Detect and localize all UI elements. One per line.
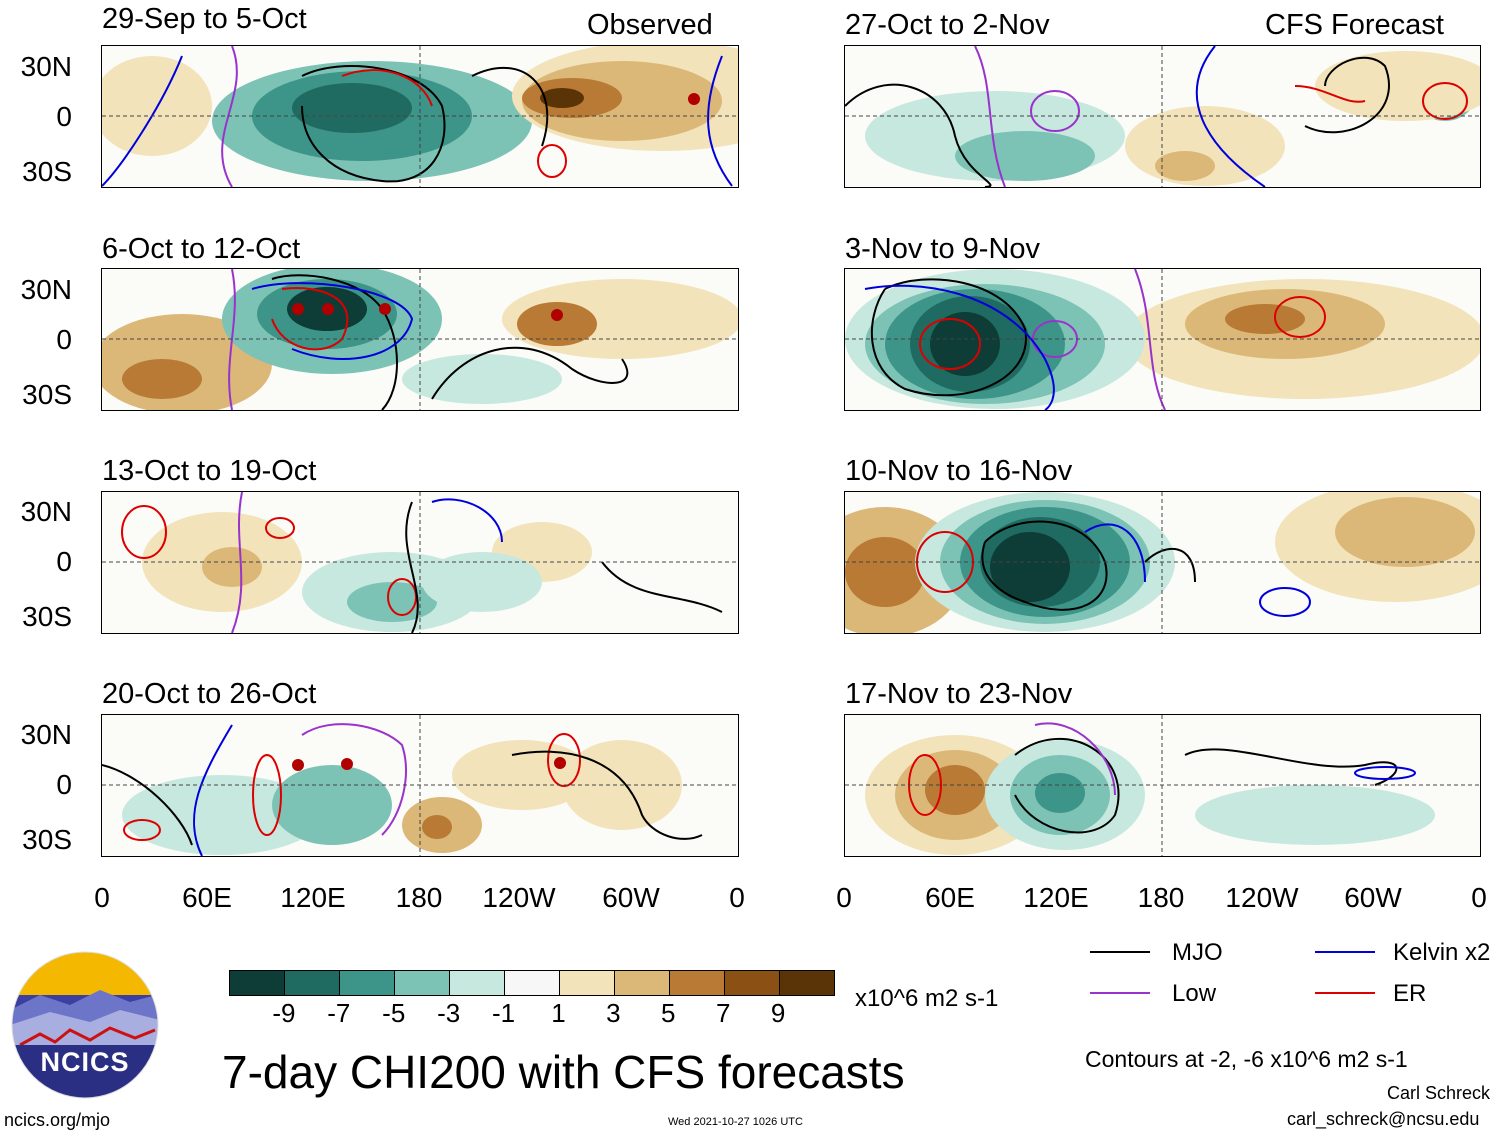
panel-title: 27-Oct to 2-Nov (845, 9, 1050, 41)
legend-line-er (1315, 992, 1375, 994)
lat-label: 0 (56, 769, 72, 800)
lon-label: 0 (94, 882, 110, 913)
colorbar-tick-label: -1 (491, 998, 516, 1028)
colorbar-tick-label: -7 (327, 998, 351, 1028)
footer-author: Carl Schreck (1387, 1083, 1491, 1103)
lon-label: 120W (482, 882, 556, 913)
lat-label: 30S (22, 824, 72, 855)
lat-label: 30N (20, 719, 72, 750)
colorbar-tick-label: 9 (770, 998, 786, 1028)
colorbar-tick-label: 1 (551, 998, 566, 1028)
map-panel-forecast-3 (844, 491, 1481, 634)
lat-label: 0 (56, 324, 72, 355)
colorbar-swatch (394, 971, 449, 995)
lon-label: 120E (1023, 882, 1089, 913)
lon-label: 60E (925, 882, 975, 913)
lat-label: 30S (22, 156, 72, 187)
colorbar-swatch (504, 971, 559, 995)
colorbar-units: x10^6 m2 s-1 (855, 985, 999, 1012)
lon-label: 60W (602, 882, 660, 913)
map-panel-observed-1 (101, 45, 739, 188)
colorbar-tick-label: 3 (606, 998, 621, 1028)
footer-email[interactable]: carl_schreck@ncsu.edu (1287, 1109, 1480, 1129)
lat-label: 30N (20, 496, 72, 527)
legend-label-mjo: MJO (1172, 939, 1223, 966)
observed-header: Observed (587, 9, 713, 41)
colorbar-swatch (230, 971, 284, 995)
colorbar-swatch (614, 971, 669, 995)
panel-title: 13-Oct to 19-Oct (102, 455, 317, 487)
colorbar-tick-label: 7 (715, 998, 731, 1028)
panel-title: 20-Oct to 26-Oct (102, 678, 317, 710)
colorbar-swatch (449, 971, 504, 995)
logo-text: NCICS (40, 1047, 130, 1077)
panel-title: 10-Nov to 16-Nov (845, 455, 1073, 487)
colorbar-tick-label: -3 (437, 998, 461, 1028)
map-panel-forecast-1 (844, 45, 1481, 188)
legend-label-kelvin: Kelvin x2 (1393, 939, 1491, 966)
lon-label: 60W (1344, 882, 1402, 913)
lat-label: 30N (20, 274, 72, 305)
contours-note: Contours at -2, -6 x10^6 m2 s-1 (1085, 1046, 1408, 1072)
lat-label: 30S (22, 601, 72, 632)
colorbar-tick-label: -5 (382, 998, 406, 1028)
colorbar-swatch (284, 971, 339, 995)
map-panel-observed-4 (101, 714, 739, 857)
map-panel-observed-3 (101, 491, 739, 634)
colorbar-swatch (724, 971, 779, 995)
colorbar (229, 970, 835, 996)
legend-line-kelvin (1315, 951, 1375, 953)
colorbar-swatch (339, 971, 394, 995)
lat-label: 0 (56, 101, 72, 132)
lon-label: 0 (729, 882, 745, 913)
panel-title: 3-Nov to 9-Nov (845, 233, 1041, 265)
lon-label: 60E (182, 882, 232, 913)
lat-label: 0 (56, 546, 72, 577)
legend-label-low: Low (1172, 980, 1217, 1007)
map-panel-forecast-4 (844, 714, 1481, 857)
colorbar-tick-label: 5 (661, 998, 676, 1028)
lon-label: 120E (280, 882, 346, 913)
colorbar-swatch (669, 971, 724, 995)
panel-title: 17-Nov to 23-Nov (845, 678, 1073, 710)
figure-title: 7-day CHI200 with CFS forecasts (222, 1046, 905, 1098)
colorbar-swatch (559, 971, 614, 995)
colorbar-tick-label: -9 (272, 998, 296, 1028)
lon-label: 180 (1137, 882, 1185, 913)
map-panel-forecast-2 (844, 268, 1481, 411)
legend-line-low (1090, 992, 1150, 994)
colorbar-swatch (779, 971, 834, 995)
legend-line-mjo (1090, 951, 1150, 953)
panel-title: 29-Sep to 5-Oct (102, 3, 307, 35)
lon-label: 0 (1471, 882, 1487, 913)
ncics-logo: NCICS (10, 950, 160, 1100)
lon-label: 0 (836, 882, 852, 913)
map-panel-observed-2 (101, 268, 739, 411)
forecast-header: CFS Forecast (1265, 9, 1444, 41)
storm-marker (688, 93, 700, 105)
lat-label: 30N (20, 51, 72, 82)
legend-label-er: ER (1393, 980, 1427, 1007)
footer-url[interactable]: ncics.org/mjo (4, 1110, 111, 1130)
footer-timestamp: Wed 2021-10-27 1026 UTC (668, 1116, 803, 1128)
lat-label: 30S (22, 379, 72, 410)
lon-label: 180 (395, 882, 443, 913)
panel-title: 6-Oct to 12-Oct (102, 233, 301, 265)
lon-label: 120W (1225, 882, 1299, 913)
